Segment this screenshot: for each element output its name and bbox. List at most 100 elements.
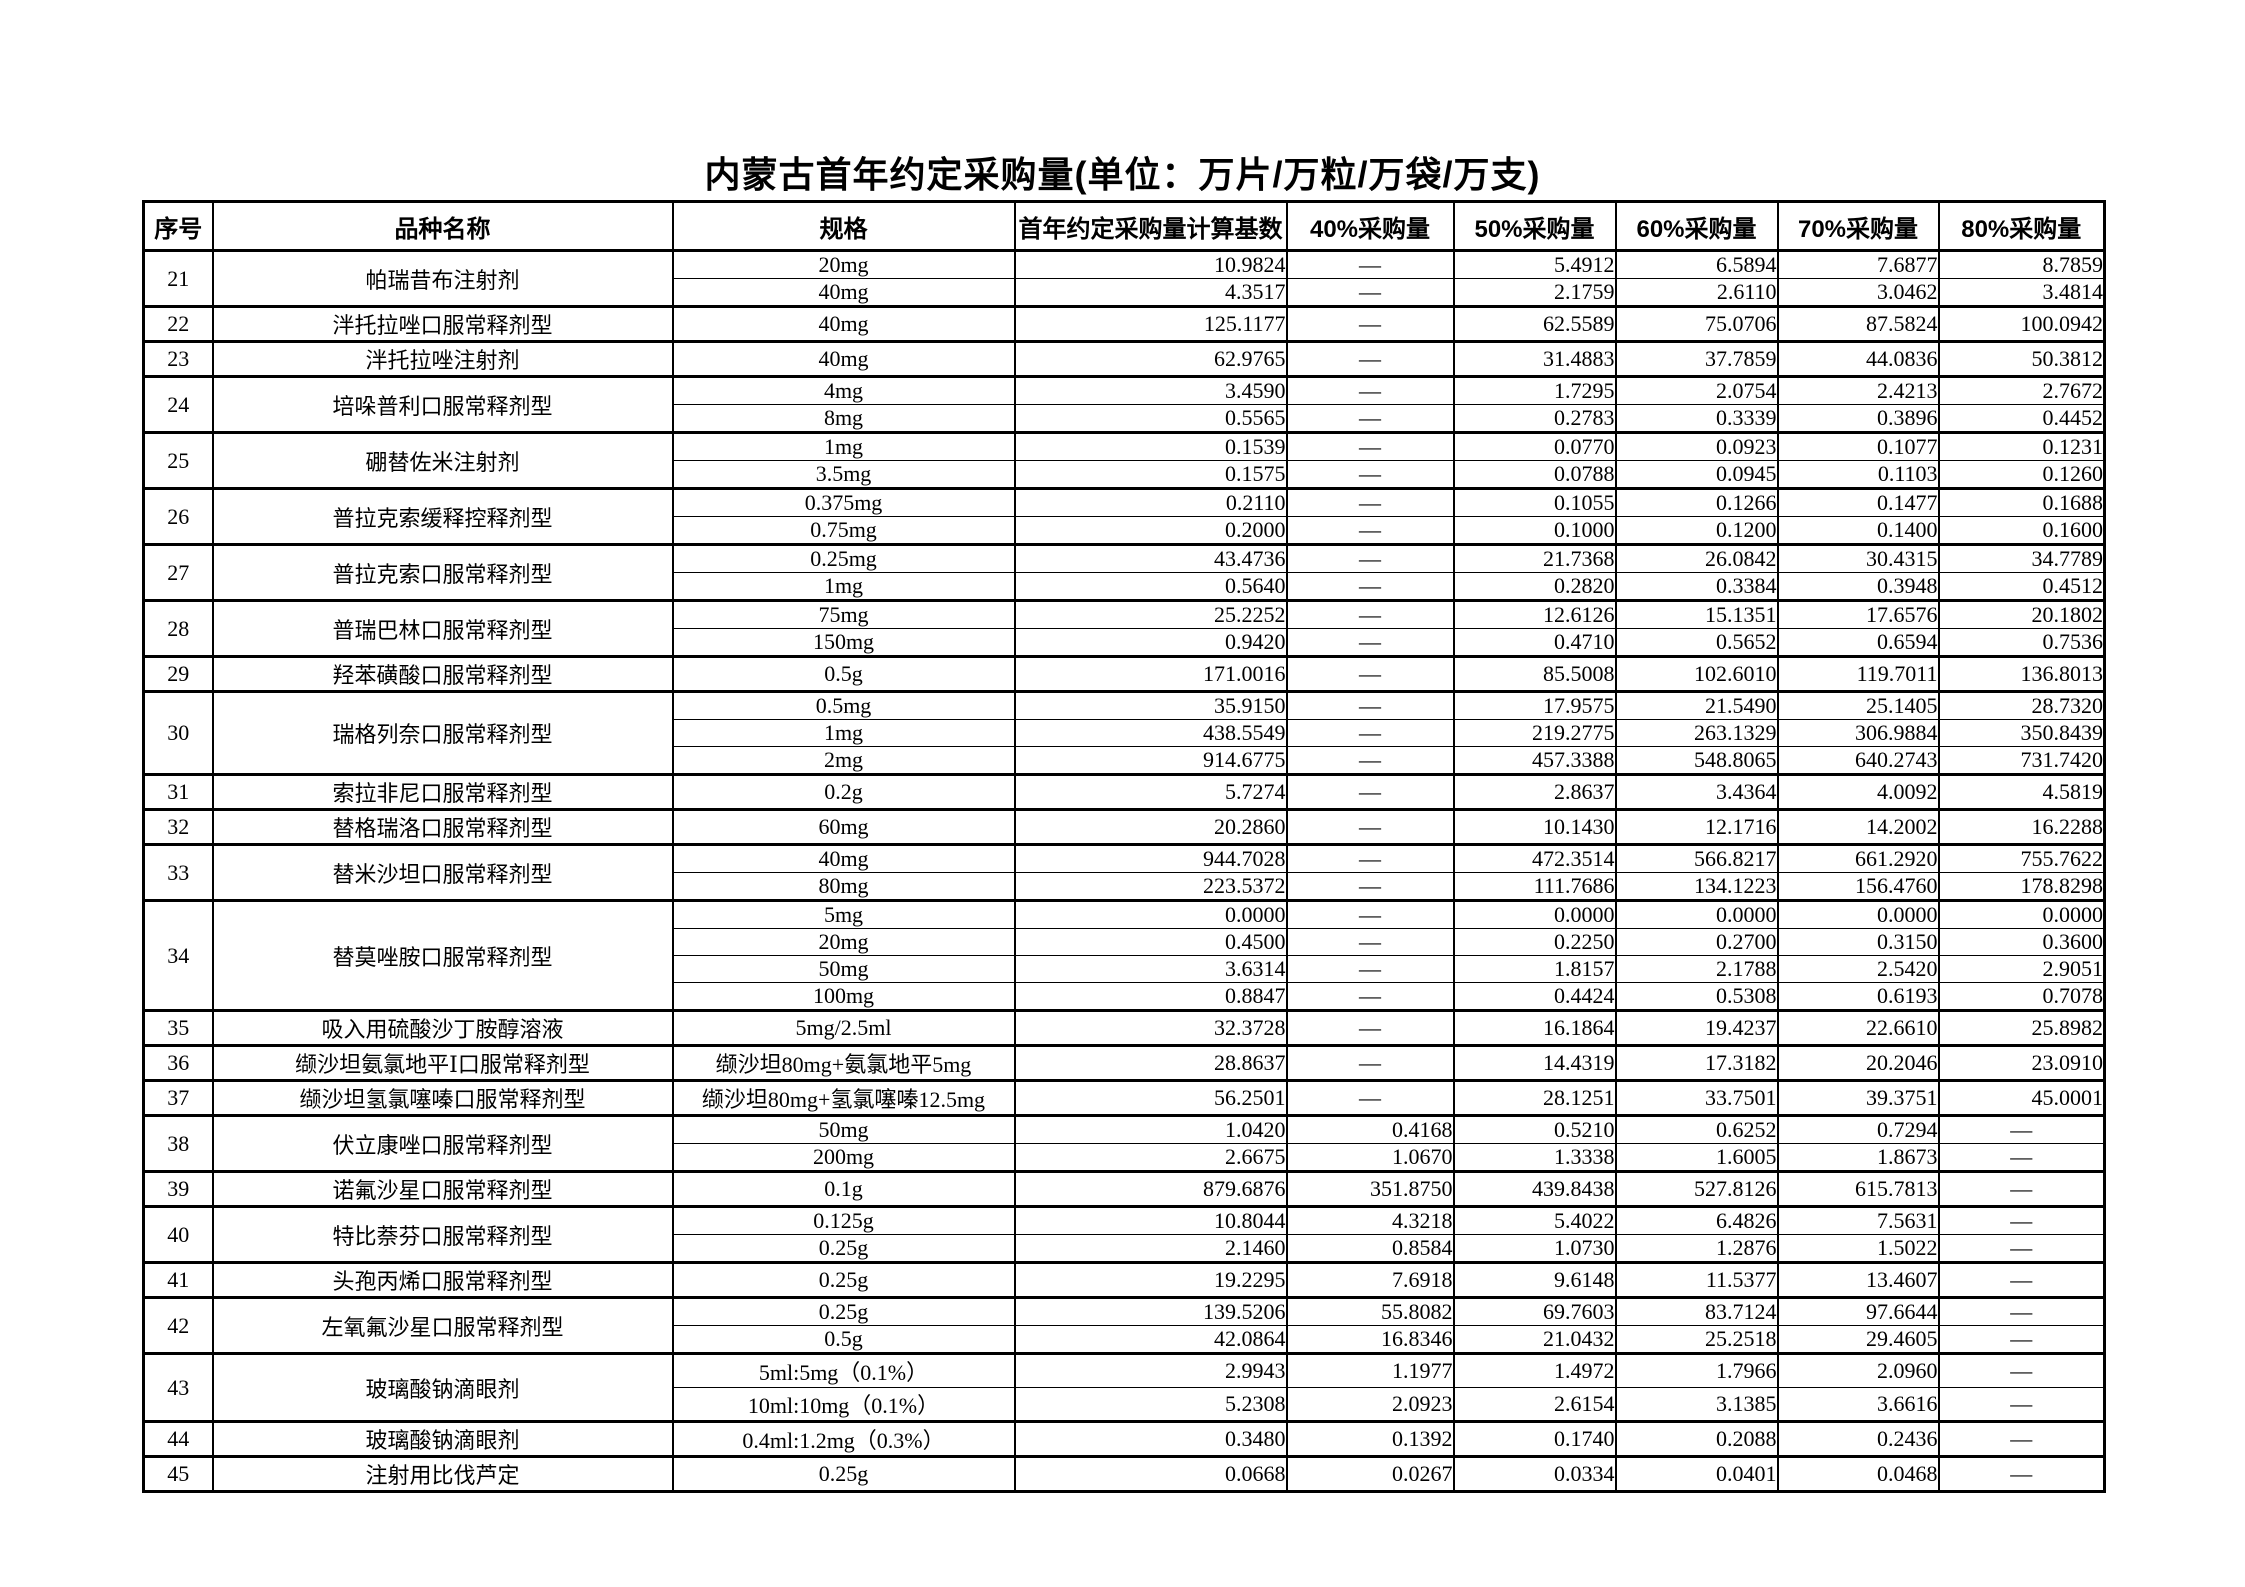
pct60-cell: 0.2700: [1614, 928, 1779, 956]
pct80-cell: —: [1937, 1325, 2106, 1354]
pct40-cell: —: [1285, 431, 1455, 461]
base-quantity-cell: 0.3480: [1013, 1420, 1288, 1457]
pct80-cell: 0.4452: [1937, 404, 2106, 433]
pct40-cell: —: [1285, 340, 1455, 377]
spec-cell: 40mg: [671, 340, 1016, 377]
pct50-cell: 62.5589: [1452, 305, 1617, 342]
pct50-cell: 219.2775: [1452, 719, 1617, 747]
pct70-cell: 119.7011: [1776, 655, 1940, 692]
serial-cell: 31: [142, 773, 214, 810]
pct70-cell: 0.6193: [1776, 982, 1940, 1011]
procurement-table: 序号 品种名称 规格 首年约定采购量计算基数 40%采购量 50%采购量 60%…: [142, 200, 2106, 1493]
pct60-cell: 33.7501: [1614, 1079, 1779, 1116]
serial-cell: 36: [142, 1044, 214, 1081]
header-40pct: 40%采购量: [1285, 200, 1455, 252]
pct70-cell: 30.4315: [1776, 543, 1940, 573]
table-row: 3.5mg 0.1575—0.0788 0.0945 0.1103 0.1260: [144, 460, 2106, 489]
pct60-cell: 0.0401: [1614, 1455, 1779, 1492]
pct80-cell: 0.1260: [1937, 460, 2106, 489]
pct40-cell: —: [1285, 719, 1455, 747]
base-quantity-cell: 0.4500: [1013, 928, 1288, 956]
product-name-cell: 硼替佐米注射剂: [211, 431, 674, 489]
serial-cell: 25: [142, 431, 214, 489]
pct60-cell: 21.5490: [1614, 690, 1779, 720]
pct60-cell: 25.2518: [1614, 1325, 1779, 1354]
pct80-cell: —: [1937, 1455, 2106, 1492]
table-row: 100mg 0.8847—0.4424 0.5308 0.6193 0.7078: [144, 982, 2106, 1011]
product-name-cell: 玻璃酸钠滴眼剂: [211, 1420, 674, 1457]
pct40-cell: 55.8082: [1285, 1296, 1455, 1326]
serial-cell: 43: [142, 1352, 214, 1422]
pct80-cell: 0.0000: [1937, 899, 2106, 929]
product-name-cell: 羟苯磺酸口服常释剂型: [211, 655, 674, 692]
pct80-cell: 28.7320: [1937, 690, 2106, 720]
base-quantity-cell: 438.5549: [1013, 719, 1288, 747]
spec-cell: 50mg: [671, 1114, 1016, 1144]
table-row: 80mg 223.5372—111.7686 134.1223 156.4760 178…: [144, 872, 2106, 901]
pct50-cell: 472.3514: [1452, 843, 1617, 873]
serial-cell: 42: [142, 1296, 214, 1354]
pct40-cell: 0.4168: [1285, 1114, 1455, 1144]
product-name-cell: 普瑞巴林口服常释剂型: [211, 599, 674, 657]
pct70-cell: 3.0462: [1776, 278, 1940, 307]
spec-cell: 0.5mg: [671, 690, 1016, 720]
pct50-cell: 0.2250: [1452, 928, 1617, 956]
base-quantity-cell: 56.2501: [1013, 1079, 1288, 1116]
table-row: 39 诺氟沙星口服常释剂型 0.1g 879.6876 351.8750 439.8438…: [142, 1170, 2106, 1207]
base-quantity-cell: 125.1177: [1013, 305, 1288, 342]
pct40-cell: —: [1285, 572, 1455, 601]
pct80-cell: 4.5819: [1937, 773, 2106, 810]
table-row: 27 普拉克索口服常释剂型 0.25mg 43.4736—21.7368 26.0842…: [142, 543, 2106, 601]
pct80-cell: 45.0001: [1937, 1079, 2106, 1116]
header-base-quantity: 首年约定采购量计算基数: [1013, 200, 1288, 252]
pct80-cell: 350.8439: [1937, 719, 2106, 747]
pct50-cell: 2.6154: [1452, 1387, 1617, 1422]
serial-cell: 40: [142, 1205, 214, 1263]
spec-cell: 40mg: [671, 305, 1016, 342]
base-quantity-cell: 0.2000: [1013, 516, 1288, 545]
pct50-cell: 16.1864: [1452, 1009, 1617, 1046]
pct60-cell: 134.1223: [1614, 872, 1779, 901]
pct40-cell: 351.8750: [1285, 1170, 1455, 1207]
pct40-cell: 16.8346: [1285, 1325, 1455, 1354]
pct80-cell: 0.3600: [1937, 928, 2106, 956]
pct40-cell: —: [1285, 249, 1455, 279]
spec-cell: 200mg: [671, 1143, 1016, 1172]
spec-cell: 1mg: [671, 431, 1016, 461]
base-quantity-cell: 5.7274: [1013, 773, 1288, 810]
pct80-cell: 20.1802: [1937, 599, 2106, 629]
spec-cell: 75mg: [671, 599, 1016, 629]
pct40-cell: —: [1285, 375, 1455, 405]
table-row: 23 泮托拉唑注射剂 40mg 62.9765—31.4883 37.7859 44.08…: [142, 340, 2106, 377]
pct80-cell: 755.7622: [1937, 843, 2106, 873]
pct70-cell: 615.7813: [1776, 1170, 1940, 1207]
pct40-cell: —: [1285, 746, 1455, 775]
pct50-cell: 0.0000: [1452, 899, 1617, 929]
spec-cell: 10ml:10mg（0.1%）: [671, 1387, 1016, 1422]
base-quantity-cell: 62.9765: [1013, 340, 1288, 377]
pct80-cell: 2.9051: [1937, 955, 2106, 983]
pct50-cell: 69.7603: [1452, 1296, 1617, 1326]
pct40-cell: —: [1285, 1079, 1455, 1116]
base-quantity-cell: 10.9824: [1013, 249, 1288, 279]
table-row: 10ml:10mg（0.1%） 5.2308 2.0923 2.6154 3.1385 3…: [144, 1387, 2106, 1422]
pct50-cell: 0.1000: [1452, 516, 1617, 545]
pct50-cell: 14.4319: [1452, 1044, 1617, 1081]
pct60-cell: 15.1351: [1614, 599, 1779, 629]
pct70-cell: 13.4607: [1776, 1261, 1940, 1298]
pct50-cell: 0.2783: [1452, 404, 1617, 433]
table-header: 序号 品种名称 规格 首年约定采购量计算基数 40%采购量 50%采购量 60%…: [142, 200, 2106, 252]
pct50-cell: 17.9575: [1452, 690, 1617, 720]
pct60-cell: 0.0000: [1614, 899, 1779, 929]
pct40-cell: —: [1285, 690, 1455, 720]
pct80-cell: —: [1937, 1352, 2106, 1388]
pct70-cell: 0.6594: [1776, 628, 1940, 657]
product-name-cell: 帕瑞昔布注射剂: [211, 249, 674, 307]
base-quantity-cell: 0.8847: [1013, 982, 1288, 1011]
pct50-cell: 31.4883: [1452, 340, 1617, 377]
pct80-cell: —: [1937, 1261, 2106, 1298]
pct40-cell: —: [1285, 655, 1455, 692]
product-name-cell: 替格瑞洛口服常释剂型: [211, 808, 674, 845]
serial-cell: 27: [142, 543, 214, 601]
pct80-cell: 25.8982: [1937, 1009, 2106, 1046]
